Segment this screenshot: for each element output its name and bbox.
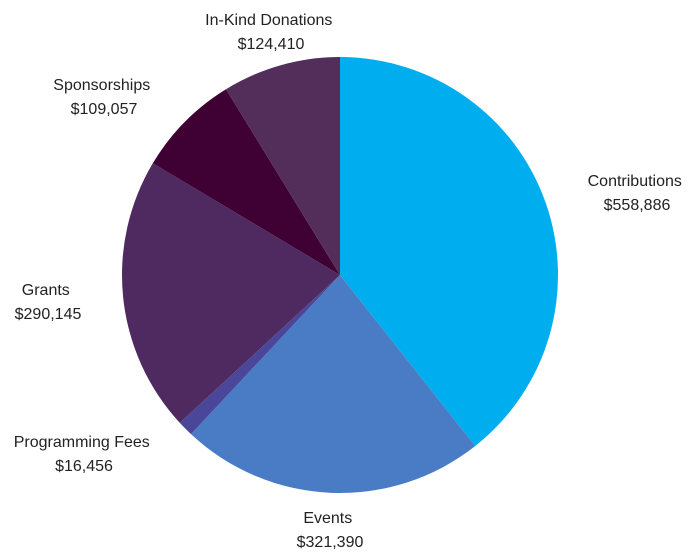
pie-slice-in-kind-donations bbox=[225, 57, 340, 275]
label-contributions-value: $558,886 bbox=[604, 197, 671, 214]
pie-slice-events bbox=[191, 275, 476, 494]
label-sponsorships-value: $109,057 bbox=[71, 101, 138, 118]
label-in-kind-donations: In-Kind Donations $124,410 bbox=[205, 12, 337, 53]
label-in-kind-donations-name: In-Kind Donations bbox=[205, 12, 332, 29]
pie-slice-programming-fees bbox=[179, 275, 340, 435]
label-sponsorships-name: Sponsorships bbox=[53, 77, 150, 94]
label-events-value: $321,390 bbox=[297, 534, 364, 551]
label-in-kind-donations-value: $124,410 bbox=[238, 36, 305, 53]
label-contributions-name: Contributions bbox=[588, 173, 682, 190]
label-programming-fees-value: $16,456 bbox=[55, 458, 113, 475]
label-contributions: Contributions $558,886 bbox=[588, 173, 687, 214]
label-grants-value: $290,145 bbox=[15, 306, 82, 323]
pie-slice-grants bbox=[122, 163, 340, 423]
label-events-name: Events bbox=[303, 510, 352, 527]
label-grants: Grants $290,145 bbox=[15, 282, 82, 323]
label-programming-fees: Programming Fees $16,456 bbox=[14, 434, 155, 475]
pie-slice-sponsorships bbox=[152, 89, 340, 275]
label-events: Events $321,390 bbox=[297, 510, 364, 551]
pie-slice-contributions bbox=[340, 57, 559, 446]
label-sponsorships: Sponsorships $109,057 bbox=[53, 77, 154, 118]
pie-slices bbox=[122, 57, 559, 494]
label-grants-name: Grants bbox=[22, 282, 70, 299]
label-programming-fees-name: Programming Fees bbox=[14, 434, 150, 451]
